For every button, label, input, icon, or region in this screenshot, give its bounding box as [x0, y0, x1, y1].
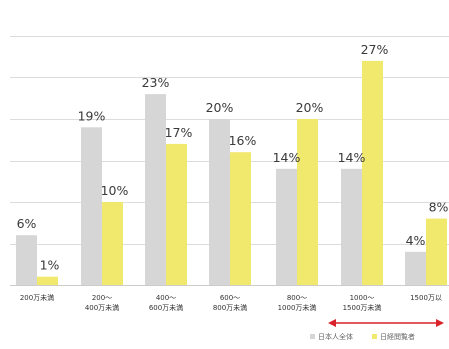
data-label: 4%: [406, 233, 426, 248]
data-label: 27%: [361, 42, 389, 57]
x-tick-labels: 200万未満 200〜 400万未満 400〜 600万未満 600〜 800万未満 800〜…: [20, 293, 442, 312]
bar: [426, 218, 447, 285]
x-tick-label: 200〜 400万未満: [85, 294, 119, 312]
bar: [102, 202, 123, 285]
bar: [276, 168, 297, 285]
arrow-head-right: [436, 319, 444, 327]
bar: [341, 168, 362, 285]
x-tick-label: 200万未満: [20, 293, 54, 302]
bar: [405, 251, 426, 285]
data-label: 23%: [142, 75, 170, 90]
x-tick-label: 800〜 1000万未満: [278, 294, 317, 312]
bar: [166, 143, 187, 285]
highlight-arrow: [328, 319, 444, 327]
data-label: 10%: [101, 183, 129, 198]
value-labels: 6% 19% 23% 20% 14% 14% 4% 1% 10% 17% 16% 20% 27% 8%: [17, 42, 449, 273]
legend-swatch: [310, 334, 315, 339]
legend-swatch: [372, 334, 377, 339]
bars: [16, 60, 447, 286]
data-label: 20%: [206, 100, 234, 115]
x-tick-label: 1000〜 1500万未満: [343, 294, 382, 312]
data-label: 19%: [78, 108, 106, 123]
x-tick-label: 400〜 600万未満: [149, 294, 183, 312]
x-tick-label: 600〜 800万未満: [213, 294, 247, 312]
bar: [16, 235, 37, 285]
legend: 日本人全体 日経閲覧者: [310, 332, 415, 341]
bar: [145, 94, 166, 285]
data-label: 16%: [229, 133, 257, 148]
bar: [37, 276, 58, 285]
x-tick-label: 1500万以: [410, 294, 442, 302]
legend-label: 日経閲覧者: [380, 332, 415, 341]
bar: [209, 119, 230, 285]
data-label: 1%: [40, 258, 60, 273]
bar: [297, 119, 318, 285]
bar: [362, 60, 383, 286]
arrow-head-left: [328, 319, 336, 327]
data-label: 14%: [273, 150, 301, 165]
data-label: 14%: [338, 150, 366, 165]
bar: [81, 127, 102, 285]
data-label: 6%: [17, 216, 37, 231]
bar: [230, 152, 251, 285]
data-label: 20%: [296, 100, 324, 115]
data-label: 17%: [165, 125, 193, 140]
legend-label: 日本人全体: [318, 332, 353, 341]
data-label: 8%: [429, 200, 449, 215]
